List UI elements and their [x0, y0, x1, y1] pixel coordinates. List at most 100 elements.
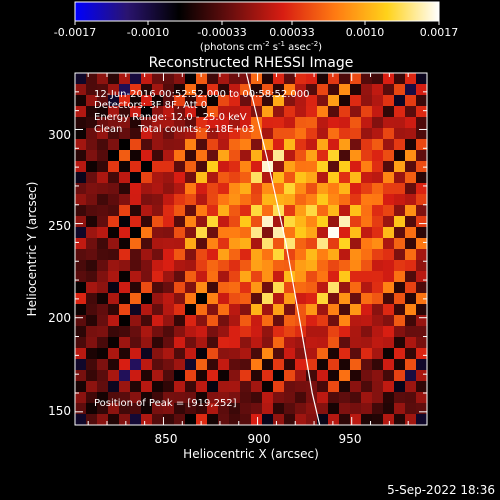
heatmap-cell: [152, 161, 164, 173]
heatmap-cell: [185, 194, 197, 206]
heatmap-cell: [174, 161, 186, 173]
heatmap-cell: [273, 370, 285, 382]
heatmap-cell: [141, 84, 153, 96]
heatmap-cell: [174, 403, 186, 415]
heatmap-cell: [339, 348, 351, 360]
heatmap-cell: [262, 370, 274, 382]
heatmap-cell: [97, 403, 109, 415]
heatmap-cell: [75, 227, 87, 239]
heatmap-cell: [141, 260, 153, 272]
heatmap-cell: [284, 238, 296, 250]
heatmap-cell: [350, 194, 362, 206]
heatmap-cell: [141, 139, 153, 151]
heatmap-cell: [97, 95, 109, 107]
heatmap-cell: [405, 414, 417, 425]
heatmap-cell: [405, 205, 417, 217]
heatmap-cell: [350, 271, 362, 283]
heatmap-cell: [350, 73, 362, 85]
heatmap-cell: [416, 359, 427, 371]
heatmap-cell: [284, 403, 296, 415]
heatmap-cell: [306, 359, 318, 371]
heatmap-cell: [405, 304, 417, 316]
heatmap-cell: [163, 392, 175, 404]
heatmap-cell: [174, 271, 186, 283]
heatmap-cell: [328, 205, 340, 217]
heatmap-cell: [339, 95, 351, 107]
heatmap-cell: [240, 216, 252, 228]
heatmap-cell: [317, 370, 329, 382]
x-tick-label: 950: [339, 432, 362, 446]
heatmap-cell: [75, 282, 87, 294]
heatmap-cell: [97, 139, 109, 151]
heatmap-cell: [207, 161, 219, 173]
heatmap-cell: [240, 117, 252, 129]
heatmap-cell: [394, 359, 406, 371]
heatmap-cell: [240, 73, 252, 85]
heatmap-cell: [394, 293, 406, 305]
heatmap-cell: [306, 128, 318, 140]
heatmap-cell: [372, 381, 384, 393]
heatmap-cell: [317, 106, 329, 118]
heatmap-cell: [141, 238, 153, 250]
heatmap-cell: [262, 315, 274, 327]
heatmap-cell: [196, 227, 208, 239]
heatmap-cell: [295, 84, 307, 96]
heatmap-cell: [317, 161, 329, 173]
heatmap-cell: [306, 370, 318, 382]
heatmap-cell: [86, 337, 98, 349]
heatmap-cell: [97, 282, 109, 294]
heatmap-cell: [141, 106, 153, 118]
heatmap-cell: [86, 348, 98, 360]
heatmap-cell: [240, 304, 252, 316]
heatmap-cell: [306, 172, 318, 184]
colorbar-tick-label: -0.0017: [54, 26, 96, 39]
heatmap-cell: [394, 381, 406, 393]
heatmap-cell: [119, 304, 131, 316]
heatmap-cell: [295, 348, 307, 360]
heatmap-cell: [251, 271, 263, 283]
heatmap-cell: [416, 414, 427, 425]
energy-range-text: Energy Range: 12.0 - 25.0 keV: [94, 112, 247, 123]
heatmap-cell: [372, 370, 384, 382]
heatmap-cell: [152, 183, 164, 195]
heatmap-cell: [152, 117, 164, 129]
heatmap-cell: [108, 106, 120, 118]
heatmap-cell: [130, 403, 142, 415]
y-tick-label: 300: [48, 128, 71, 142]
heatmap-cell: [405, 95, 417, 107]
heatmap-cell: [174, 117, 186, 129]
heatmap-cell: [196, 304, 208, 316]
heatmap-cell: [405, 128, 417, 140]
heatmap-cell: [383, 348, 395, 360]
heatmap-cell: [295, 73, 307, 85]
colorbar-tick-label: 0.0017: [420, 26, 459, 39]
heatmap-cell: [383, 337, 395, 349]
heatmap-cell: [119, 150, 131, 162]
heatmap-cell: [207, 139, 219, 151]
heatmap-cell: [75, 139, 87, 151]
heatmap-image: [75, 73, 427, 425]
heatmap-cell: [251, 183, 263, 195]
heatmap-cell: [130, 326, 142, 338]
heatmap-cell: [174, 392, 186, 404]
heatmap-cell: [218, 392, 230, 404]
heatmap-cell: [251, 128, 263, 140]
heatmap-cell: [218, 337, 230, 349]
heatmap-cell: [328, 337, 340, 349]
heatmap-cell: [174, 128, 186, 140]
heatmap-cell: [405, 249, 417, 261]
heatmap-cell: [306, 348, 318, 360]
heatmap-cell: [86, 183, 98, 195]
heatmap-cell: [416, 205, 427, 217]
heatmap-cell: [273, 73, 285, 85]
heatmap-cell: [317, 73, 329, 85]
heatmap-cell: [152, 139, 164, 151]
heatmap-cell: [130, 194, 142, 206]
heatmap-cell: [405, 84, 417, 96]
heatmap-cell: [75, 337, 87, 349]
heatmap-cell: [306, 304, 318, 316]
heatmap-cell: [295, 337, 307, 349]
heatmap-cell: [317, 194, 329, 206]
heatmap-cell: [185, 381, 197, 393]
heatmap-cell: [361, 84, 373, 96]
